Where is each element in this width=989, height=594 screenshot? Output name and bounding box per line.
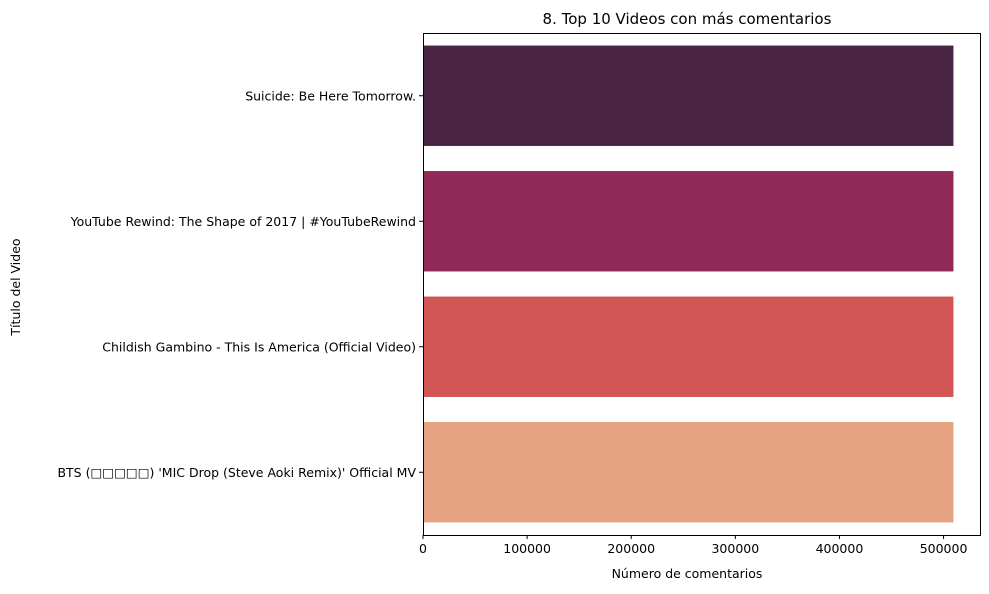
bars-group	[423, 45, 954, 523]
y-tick-label-1: YouTube Rewind: The Shape of 2017 | #You…	[70, 214, 416, 229]
x-tick-label-4: 400000	[816, 541, 864, 556]
x-tick-label-1: 100000	[503, 541, 551, 556]
x-tick-label-2: 200000	[607, 541, 655, 556]
y-tick-label-2: Childish Gambino - This Is America (Offi…	[102, 339, 416, 354]
bar-2	[423, 296, 954, 397]
x-tick-label-5: 500000	[920, 541, 968, 556]
x-axis-ticks: 0 100000 200000 300000 400000 500000	[419, 535, 967, 556]
y-tick-label-3: BTS (□□□□□) 'MIC Drop (Steve Aoki Remix)…	[57, 465, 416, 480]
y-tick-label-0: Suicide: Be Here Tomorrow.	[245, 88, 416, 103]
chart-title: 8. Top 10 Videos con más comentarios	[543, 10, 832, 28]
x-axis-label: Número de comentarios	[612, 566, 763, 581]
bar-3	[423, 422, 954, 523]
y-axis-ticks: Suicide: Be Here Tomorrow. YouTube Rewind…	[57, 88, 423, 480]
x-tick-label-0: 0	[419, 541, 427, 556]
y-axis-label: Título del Video	[8, 238, 23, 336]
bar-0	[423, 45, 954, 146]
x-tick-label-3: 300000	[711, 541, 759, 556]
plot-frame	[423, 33, 981, 536]
bar-1	[423, 171, 954, 272]
